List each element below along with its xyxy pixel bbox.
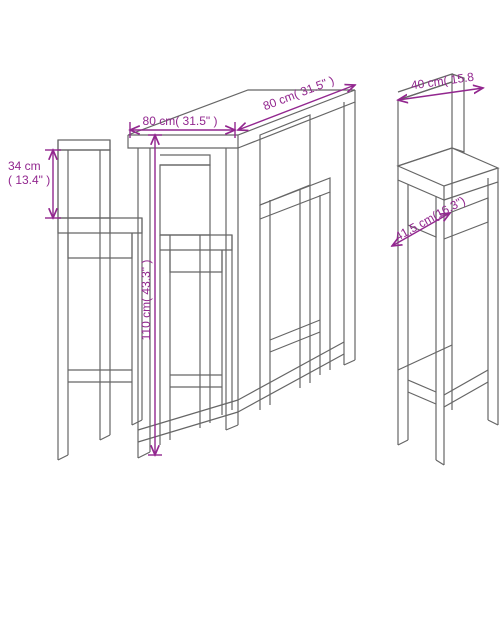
dim-table-width-label: 80 cm( 31.5" ) bbox=[143, 114, 218, 128]
stool-tucked-left bbox=[160, 155, 232, 445]
dim-table-height-label: 110 cm( 43.3" ) bbox=[139, 260, 153, 341]
stool-left bbox=[58, 140, 142, 460]
dim-table-depth: 80 cm( 31.5" ) bbox=[238, 73, 355, 130]
stool-tucked-right bbox=[260, 115, 330, 410]
dimensions: 80 cm( 31.5" ) 80 cm( 31.5" ) 40 cm( 15.… bbox=[8, 70, 483, 455]
stool-right bbox=[398, 74, 498, 465]
dim-back-height-label: 34 cm( 13.4" ) bbox=[8, 159, 50, 187]
bar-table bbox=[128, 90, 355, 458]
dim-stool-depth: 41,5 cm(16.3") bbox=[392, 193, 468, 246]
dim-back-height: 34 cm( 13.4" ) bbox=[8, 150, 61, 218]
dim-stool-depth-label: 41,5 cm(16.3") bbox=[392, 193, 467, 243]
furniture-drawing bbox=[58, 74, 498, 465]
dim-stool-width-label: 40 cm( 15.8 bbox=[410, 70, 475, 93]
dimension-diagram: 80 cm( 31.5" ) 80 cm( 31.5" ) 40 cm( 15.… bbox=[0, 0, 500, 641]
